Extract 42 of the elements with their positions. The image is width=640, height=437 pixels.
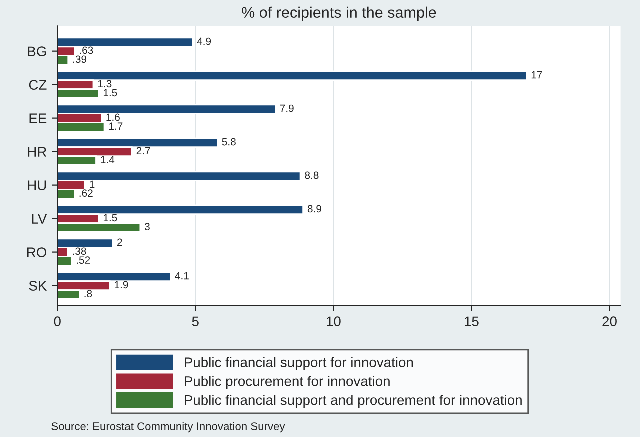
- data-label: .39: [73, 56, 87, 64]
- data-label: 1: [90, 180, 95, 188]
- data-label: .8: [84, 290, 92, 298]
- data-label: 2.7: [136, 147, 150, 155]
- data-label: 5.8: [222, 138, 236, 146]
- data-label: .63: [80, 46, 94, 54]
- data-label: 1.5: [104, 89, 118, 97]
- y-tick-label: SK: [29, 281, 48, 291]
- x-tick-label: 20: [602, 316, 617, 327]
- data-label: 1.9: [115, 281, 128, 289]
- data-label: 1.4: [101, 156, 115, 164]
- y-tick-label: LV: [32, 214, 48, 224]
- data-label: 1.5: [104, 214, 118, 222]
- data-label: .62: [80, 190, 93, 198]
- x-tick-label: 15: [465, 316, 479, 327]
- y-tick-label: RO: [27, 248, 47, 258]
- data-label: 4.1: [175, 272, 189, 280]
- data-label: .52: [77, 256, 90, 264]
- chart-title: % of recipients in the sample: [242, 6, 436, 22]
- y-tick-label: BG: [28, 46, 46, 57]
- x-tick-label: 10: [327, 316, 341, 327]
- legend-label: Public procurement for innovation: [185, 376, 390, 390]
- y-tick-label: HR: [28, 147, 47, 157]
- data-label: 17: [532, 71, 542, 79]
- data-label: 3: [144, 223, 150, 231]
- y-tick-label: EE: [30, 114, 47, 124]
- data-label: 1.7: [109, 122, 123, 130]
- data-label: 2: [118, 238, 122, 246]
- data-label: 1.6: [106, 114, 120, 122]
- y-tick-label: HU: [28, 180, 46, 190]
- x-tick-label: 5: [192, 316, 199, 327]
- source-note: Source: Eurostat Community Innovation Survey: [52, 422, 286, 433]
- x-tick-label: 0: [54, 316, 61, 327]
- data-label: 7.9: [280, 104, 294, 112]
- data-label: 4.9: [197, 38, 212, 46]
- data-label: 8.9: [308, 205, 322, 213]
- data-label: .38: [73, 248, 86, 256]
- data-label: 8.8: [305, 172, 319, 180]
- y-tick-label: CZ: [29, 80, 47, 90]
- legend-label: Public financial support for innovation: [185, 357, 414, 370]
- legend-label: Public financial support and procurement for innovation: [185, 394, 522, 408]
- data-label: 1.3: [98, 80, 112, 88]
